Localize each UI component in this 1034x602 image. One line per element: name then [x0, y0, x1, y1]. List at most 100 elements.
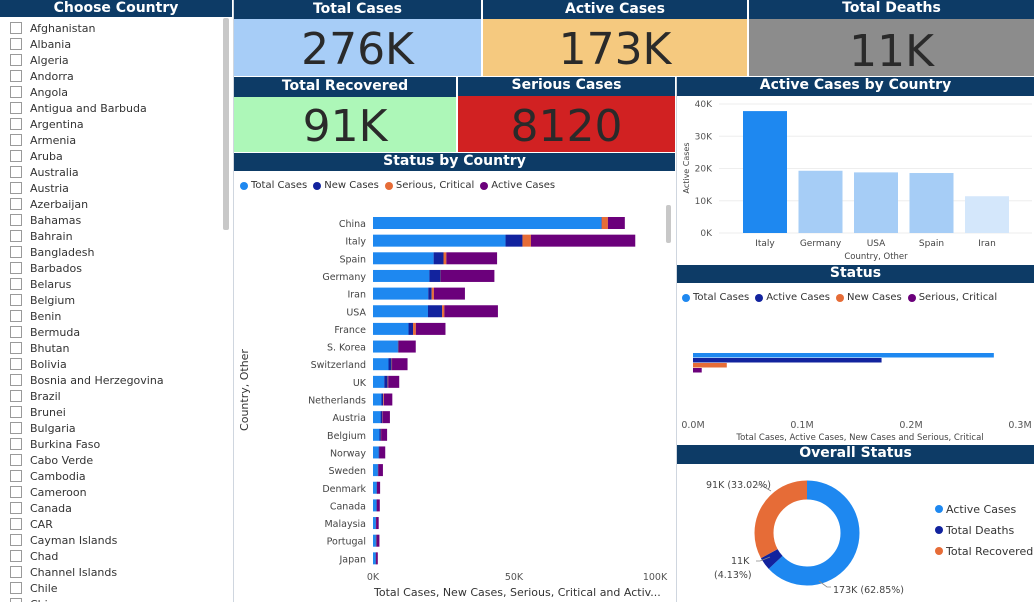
checkbox-icon[interactable]: [10, 374, 22, 386]
checkbox-icon[interactable]: [10, 54, 22, 66]
country-option[interactable]: Afghanistan: [10, 20, 95, 36]
checkbox-icon[interactable]: [10, 134, 22, 146]
country-option[interactable]: Azerbaijan: [10, 196, 88, 212]
legend-item-serious[interactable]: Serious, Critical: [907, 292, 997, 303]
bar-segment-active-cases: [376, 534, 380, 547]
checkbox-icon[interactable]: [10, 262, 22, 274]
bar-segment-new-cases: [505, 234, 523, 247]
bar-segment-new-cases: [376, 499, 377, 512]
country-option[interactable]: Brunei: [10, 404, 66, 420]
checkbox-icon[interactable]: [10, 102, 22, 114]
legend-item-new-cases[interactable]: New Cases: [836, 292, 902, 303]
checkbox-icon[interactable]: [10, 278, 22, 290]
legend-item-total-cases[interactable]: Total Cases: [240, 180, 307, 191]
country-option[interactable]: Bolivia: [10, 356, 67, 372]
category-label: Spain: [919, 239, 944, 249]
country-option[interactable]: Chi...: [10, 596, 58, 602]
checkbox-icon[interactable]: [10, 406, 22, 418]
country-list-scrollbar[interactable]: [223, 18, 229, 230]
checkbox-icon[interactable]: [10, 438, 22, 450]
checkbox-icon[interactable]: [10, 502, 22, 514]
legend-item-serious[interactable]: Serious, Critical: [384, 180, 474, 191]
legend-item-active[interactable]: Active Cases: [480, 180, 555, 191]
checkbox-icon[interactable]: [10, 566, 22, 578]
checkbox-icon[interactable]: [10, 422, 22, 434]
country-option[interactable]: Canada: [10, 500, 72, 516]
checkbox-icon[interactable]: [10, 582, 22, 594]
checkbox-icon[interactable]: [10, 310, 22, 322]
country-option[interactable]: Armenia: [10, 132, 76, 148]
country-option[interactable]: Channel Islands: [10, 564, 117, 580]
checkbox-icon[interactable]: [10, 518, 22, 530]
bar-segment-active-cases: [446, 252, 498, 265]
checkbox-icon[interactable]: [10, 342, 22, 354]
x-tick-label: 50K: [505, 572, 524, 583]
checkbox-icon[interactable]: [10, 326, 22, 338]
country-option[interactable]: Bangladesh: [10, 244, 95, 260]
country-option[interactable]: CAR: [10, 516, 53, 532]
checkbox-icon[interactable]: [10, 86, 22, 98]
checkbox-icon[interactable]: [10, 470, 22, 482]
checkbox-icon[interactable]: [10, 182, 22, 194]
legend-label: Active Cases: [491, 180, 556, 191]
checkbox-icon[interactable]: [10, 454, 22, 466]
country-option[interactable]: Argentina: [10, 116, 84, 132]
checkbox-icon[interactable]: [10, 118, 22, 130]
country-option[interactable]: Bulgaria: [10, 420, 76, 436]
checkbox-icon[interactable]: [10, 534, 22, 546]
checkbox-icon[interactable]: [10, 22, 22, 34]
country-option[interactable]: Bahamas: [10, 212, 81, 228]
checkbox-icon[interactable]: [10, 70, 22, 82]
bar-segment-total-cases: [373, 446, 379, 459]
country-option[interactable]: Bhutan: [10, 340, 70, 356]
country-option[interactable]: Cabo Verde: [10, 452, 93, 468]
country-option[interactable]: Cameroon: [10, 484, 87, 500]
legend-item-total-cases[interactable]: Total Cases: [682, 292, 749, 303]
category-label: Germany: [800, 239, 842, 249]
checkbox-icon[interactable]: [10, 550, 22, 562]
country-option[interactable]: Cayman Islands: [10, 532, 117, 548]
status-title: Status: [677, 265, 1034, 283]
checkbox-icon[interactable]: [10, 198, 22, 210]
country-option[interactable]: Austria: [10, 180, 69, 196]
country-option[interactable]: Bosnia and Herzegovina: [10, 372, 164, 388]
legend-label: Active Cases: [766, 292, 831, 303]
status-chart-scrollbar[interactable]: [666, 205, 671, 243]
country-option[interactable]: Bermuda: [10, 324, 80, 340]
x-tick-label: 100K: [643, 572, 668, 583]
country-option[interactable]: Algeria: [10, 52, 69, 68]
country-option[interactable]: Albania: [10, 36, 71, 52]
checkbox-icon[interactable]: [10, 486, 22, 498]
country-option[interactable]: Bahrain: [10, 228, 73, 244]
country-option[interactable]: Aruba: [10, 148, 63, 164]
country-option[interactable]: Andorra: [10, 68, 74, 84]
checkbox-icon[interactable]: [10, 390, 22, 402]
country-option[interactable]: Chad: [10, 548, 58, 564]
checkbox-icon[interactable]: [10, 38, 22, 50]
country-option[interactable]: Belgium: [10, 292, 75, 308]
checkbox-icon[interactable]: [10, 294, 22, 306]
legend-label: New Cases: [324, 180, 379, 191]
country-option[interactable]: Antigua and Barbuda: [10, 100, 147, 116]
country-option[interactable]: Cambodia: [10, 468, 86, 484]
country-label: Canada: [30, 501, 72, 515]
legend-item-new-cases[interactable]: New Cases: [313, 180, 379, 191]
country-option[interactable]: Brazil: [10, 388, 61, 404]
checkbox-icon[interactable]: [10, 214, 22, 226]
checkbox-icon[interactable]: [10, 358, 22, 370]
checkbox-icon[interactable]: [10, 598, 22, 602]
country-option[interactable]: Chile: [10, 580, 58, 596]
country-option[interactable]: Barbados: [10, 260, 82, 276]
country-option[interactable]: Belarus: [10, 276, 71, 292]
checkbox-icon[interactable]: [10, 230, 22, 242]
country-option[interactable]: Australia: [10, 164, 79, 180]
legend-item-active-cases[interactable]: Active Cases: [755, 292, 830, 303]
checkbox-icon[interactable]: [10, 246, 22, 258]
country-option[interactable]: Angola: [10, 84, 68, 100]
serious-cases-card: [458, 96, 675, 152]
checkbox-icon[interactable]: [10, 150, 22, 162]
country-option[interactable]: Burkina Faso: [10, 436, 100, 452]
country-option[interactable]: Benin: [10, 308, 61, 324]
checkbox-icon[interactable]: [10, 166, 22, 178]
active-cases-card: [483, 19, 747, 76]
